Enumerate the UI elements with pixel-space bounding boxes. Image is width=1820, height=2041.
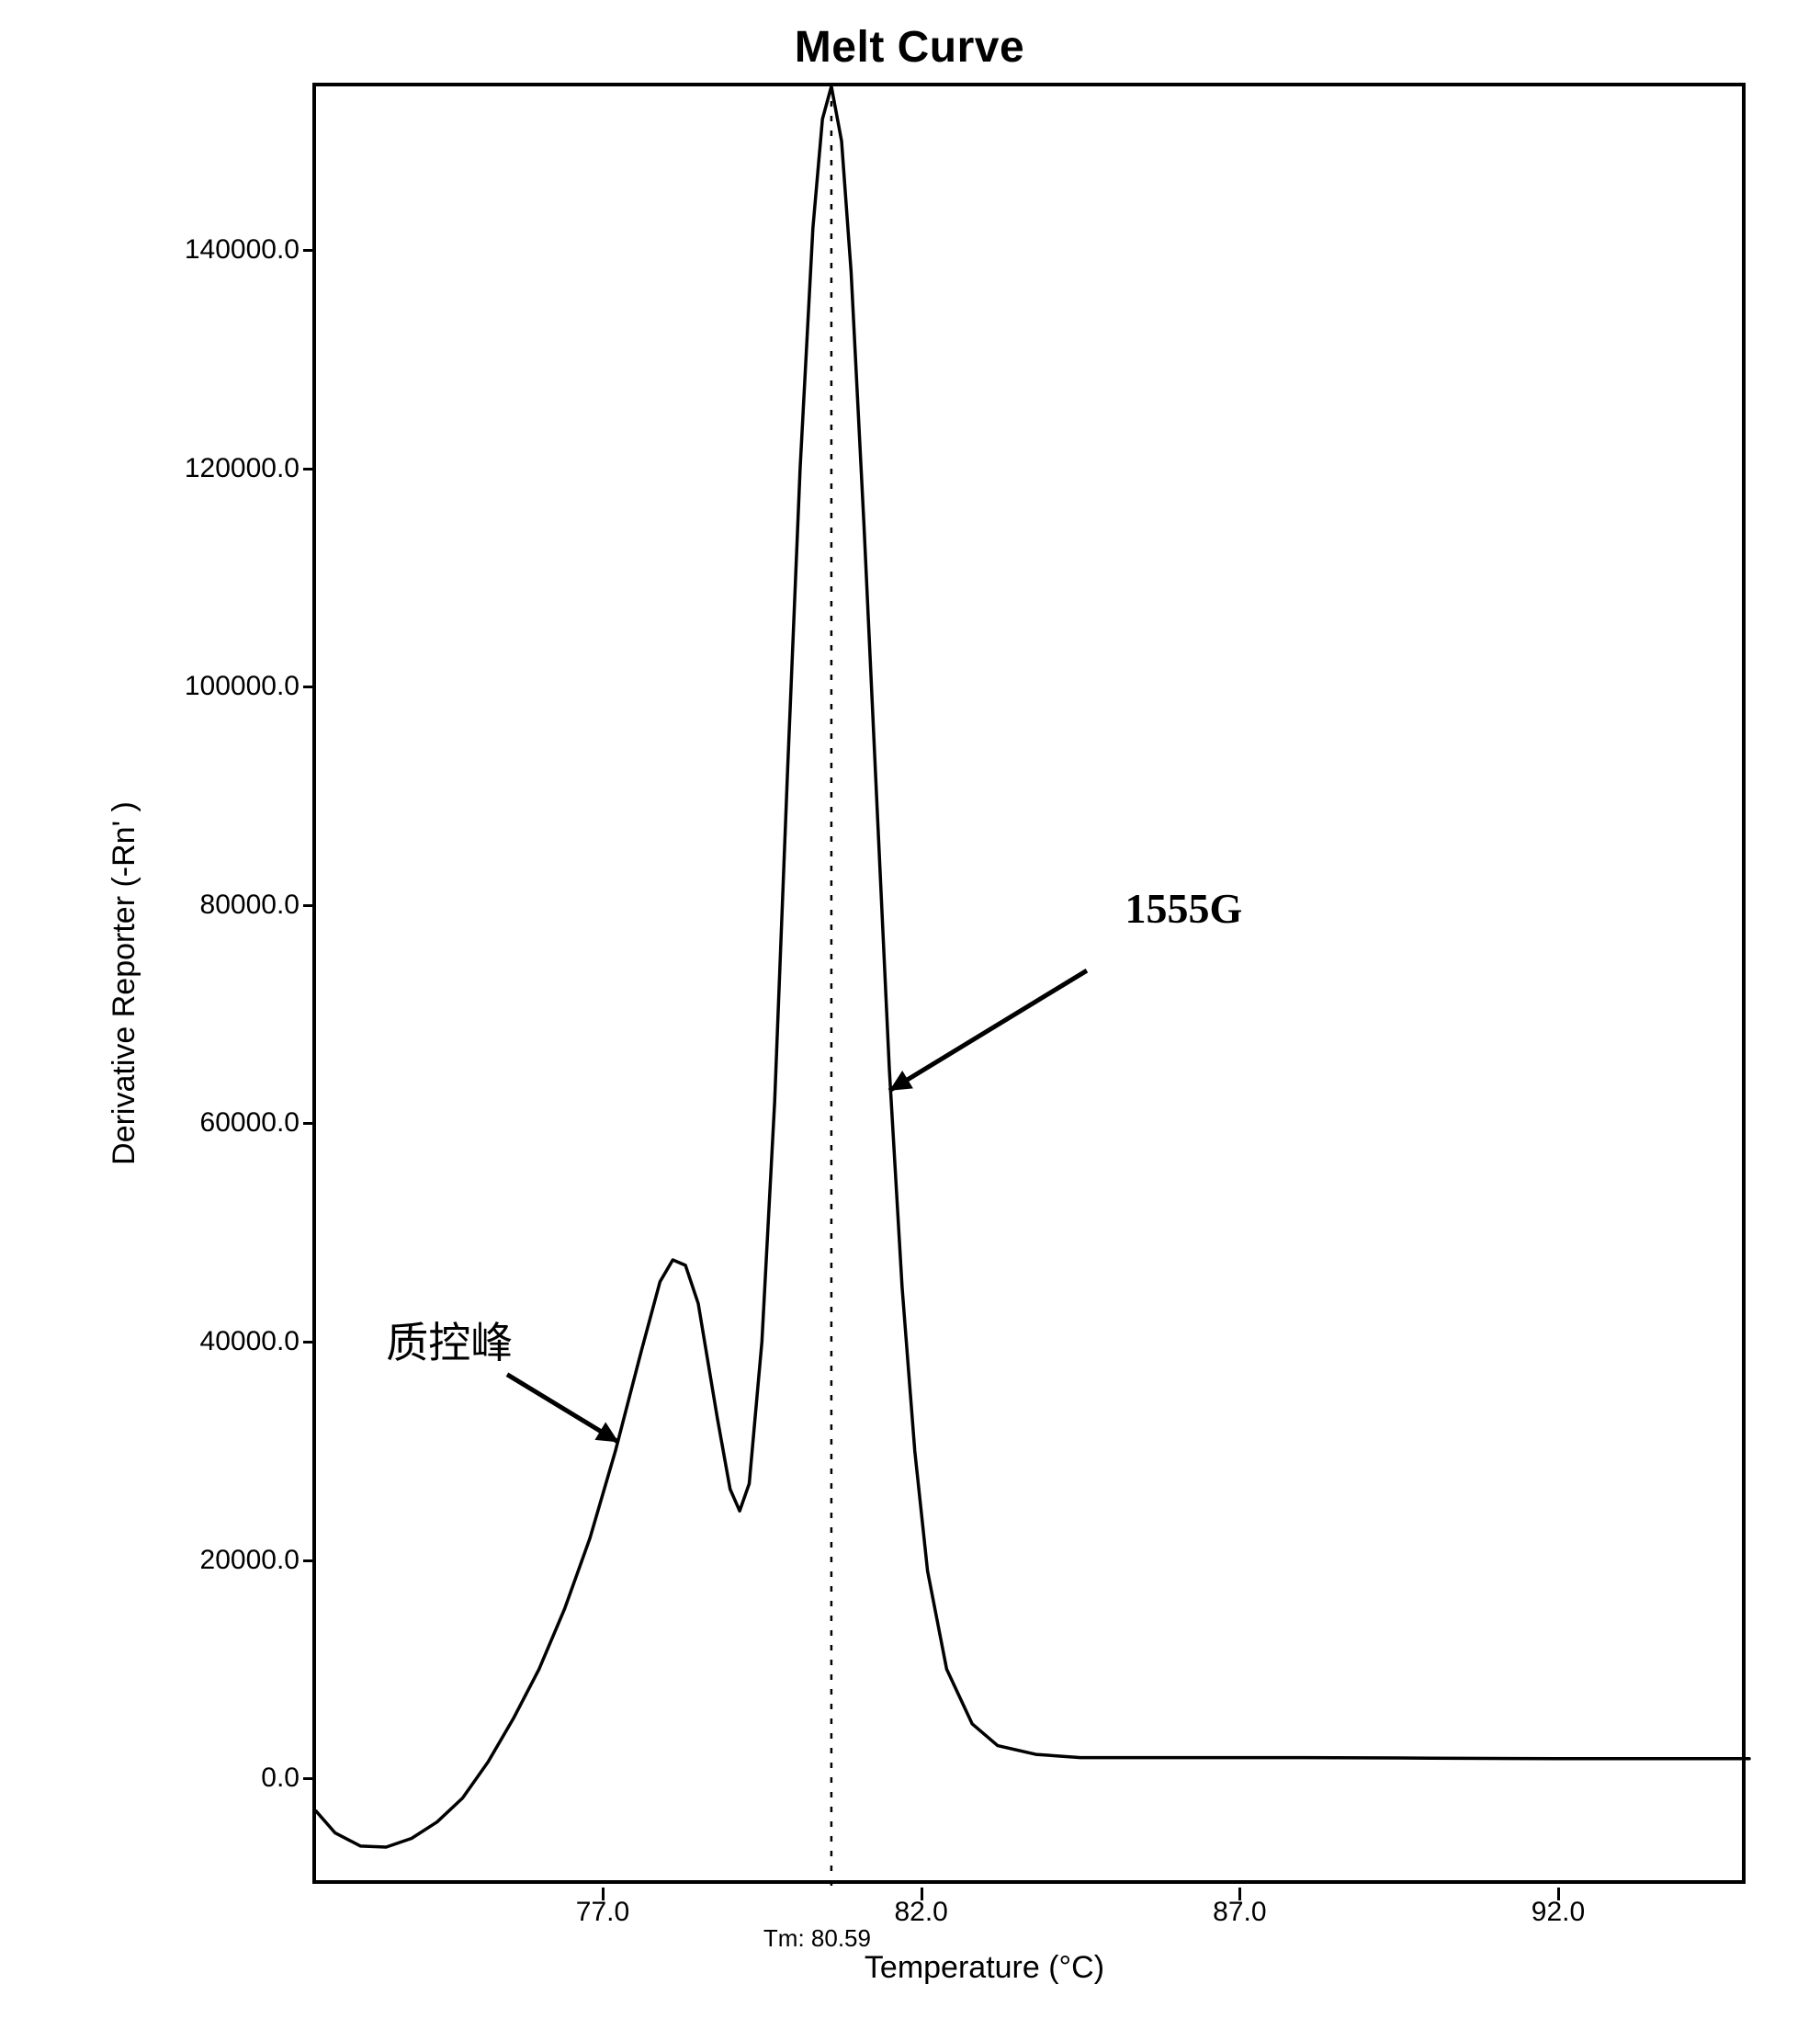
annotation-arrow-line: [889, 970, 1087, 1091]
y-tick-mark: [303, 468, 316, 471]
plot-area: 0.020000.040000.060000.080000.0100000.01…: [312, 83, 1746, 1884]
x-tick-mark: [921, 1888, 923, 1900]
x-tick-mark: [1238, 1888, 1241, 1900]
y-tick-mark: [303, 686, 316, 688]
tm-label: Tm: 80.59: [763, 1924, 871, 1953]
annotation-1555g: 1555G: [1125, 884, 1243, 933]
y-tick-label: 120000.0: [185, 453, 316, 484]
annotation-qc-peak: 质控峰: [386, 1310, 513, 1370]
x-tick-mark: [602, 1888, 605, 1900]
y-tick-label: 20000.0: [200, 1545, 316, 1576]
y-tick-mark: [303, 1341, 316, 1344]
melt-curve-line: [316, 86, 1749, 1847]
y-tick-mark: [303, 1559, 316, 1562]
y-tick-mark: [303, 904, 316, 907]
y-tick-label: 40000.0: [200, 1326, 316, 1357]
y-tick-label: 60000.0: [200, 1107, 316, 1139]
y-tick-mark: [303, 1777, 316, 1780]
curve-svg: [316, 86, 1749, 1888]
y-tick-mark: [303, 1122, 316, 1125]
y-tick-label: 80000.0: [200, 890, 316, 921]
chart-title: Melt Curve: [73, 22, 1746, 73]
x-tick-mark: [1557, 1888, 1560, 1900]
y-tick-label: 140000.0: [185, 234, 316, 266]
y-axis-label: Derivative Reporter (-Rn' ): [107, 801, 142, 1165]
x-axis-label: Temperature (°C): [865, 1950, 1104, 1986]
y-tick-mark: [303, 249, 316, 252]
chart-container: Melt Curve 0.020000.040000.060000.080000…: [73, 9, 1746, 2013]
y-tick-label: 100000.0: [185, 671, 316, 702]
